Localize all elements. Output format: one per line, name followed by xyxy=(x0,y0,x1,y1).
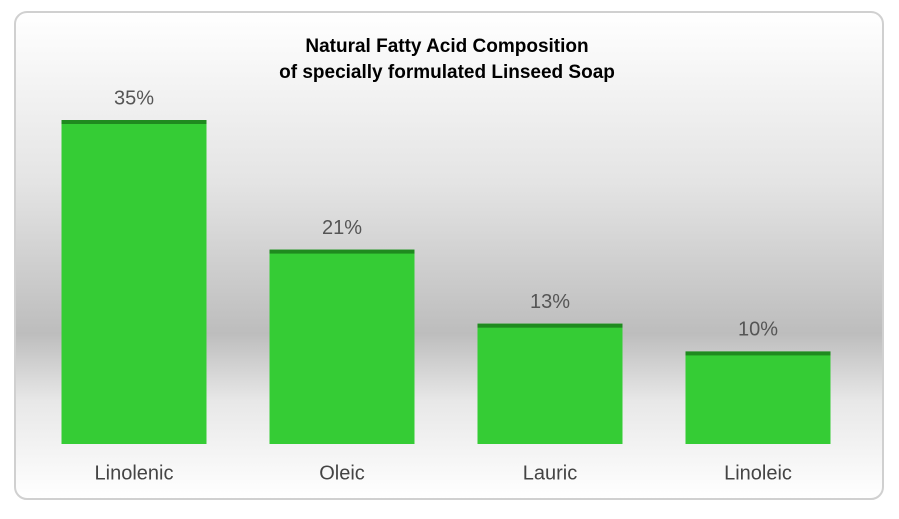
x-tick-label: Oleic xyxy=(319,462,365,484)
bar-top-edge xyxy=(61,120,207,124)
bar xyxy=(685,351,831,444)
chart-title: of specially formulated Linseed Soap xyxy=(279,62,615,83)
x-tick-label: Linolenic xyxy=(95,462,174,484)
x-tick-label: Lauric xyxy=(523,462,577,484)
x-tick-label: Linoleic xyxy=(724,462,792,484)
value-label: 35% xyxy=(114,87,154,109)
bar xyxy=(61,120,207,444)
chart-card xyxy=(14,11,884,500)
value-label: 21% xyxy=(322,217,362,239)
bar-top-edge xyxy=(269,249,415,254)
bar-top-edge xyxy=(477,323,623,328)
bar xyxy=(269,249,415,444)
value-label: 13% xyxy=(530,291,570,313)
bar-top-edge xyxy=(685,351,831,356)
chart-title: Natural Fatty Acid Composition xyxy=(305,36,588,57)
bar xyxy=(477,323,623,444)
value-label: 10% xyxy=(738,319,778,341)
